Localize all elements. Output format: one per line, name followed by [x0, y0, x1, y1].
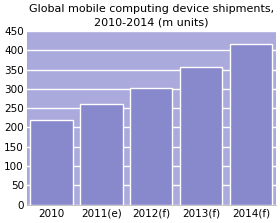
Bar	[180, 67, 222, 205]
Bar	[80, 104, 123, 205]
Bar	[31, 120, 73, 205]
Bar	[130, 88, 172, 205]
Title: Global mobile computing device shipments,
2010-2014 (m units): Global mobile computing device shipments…	[29, 4, 274, 27]
Bar	[230, 44, 272, 205]
